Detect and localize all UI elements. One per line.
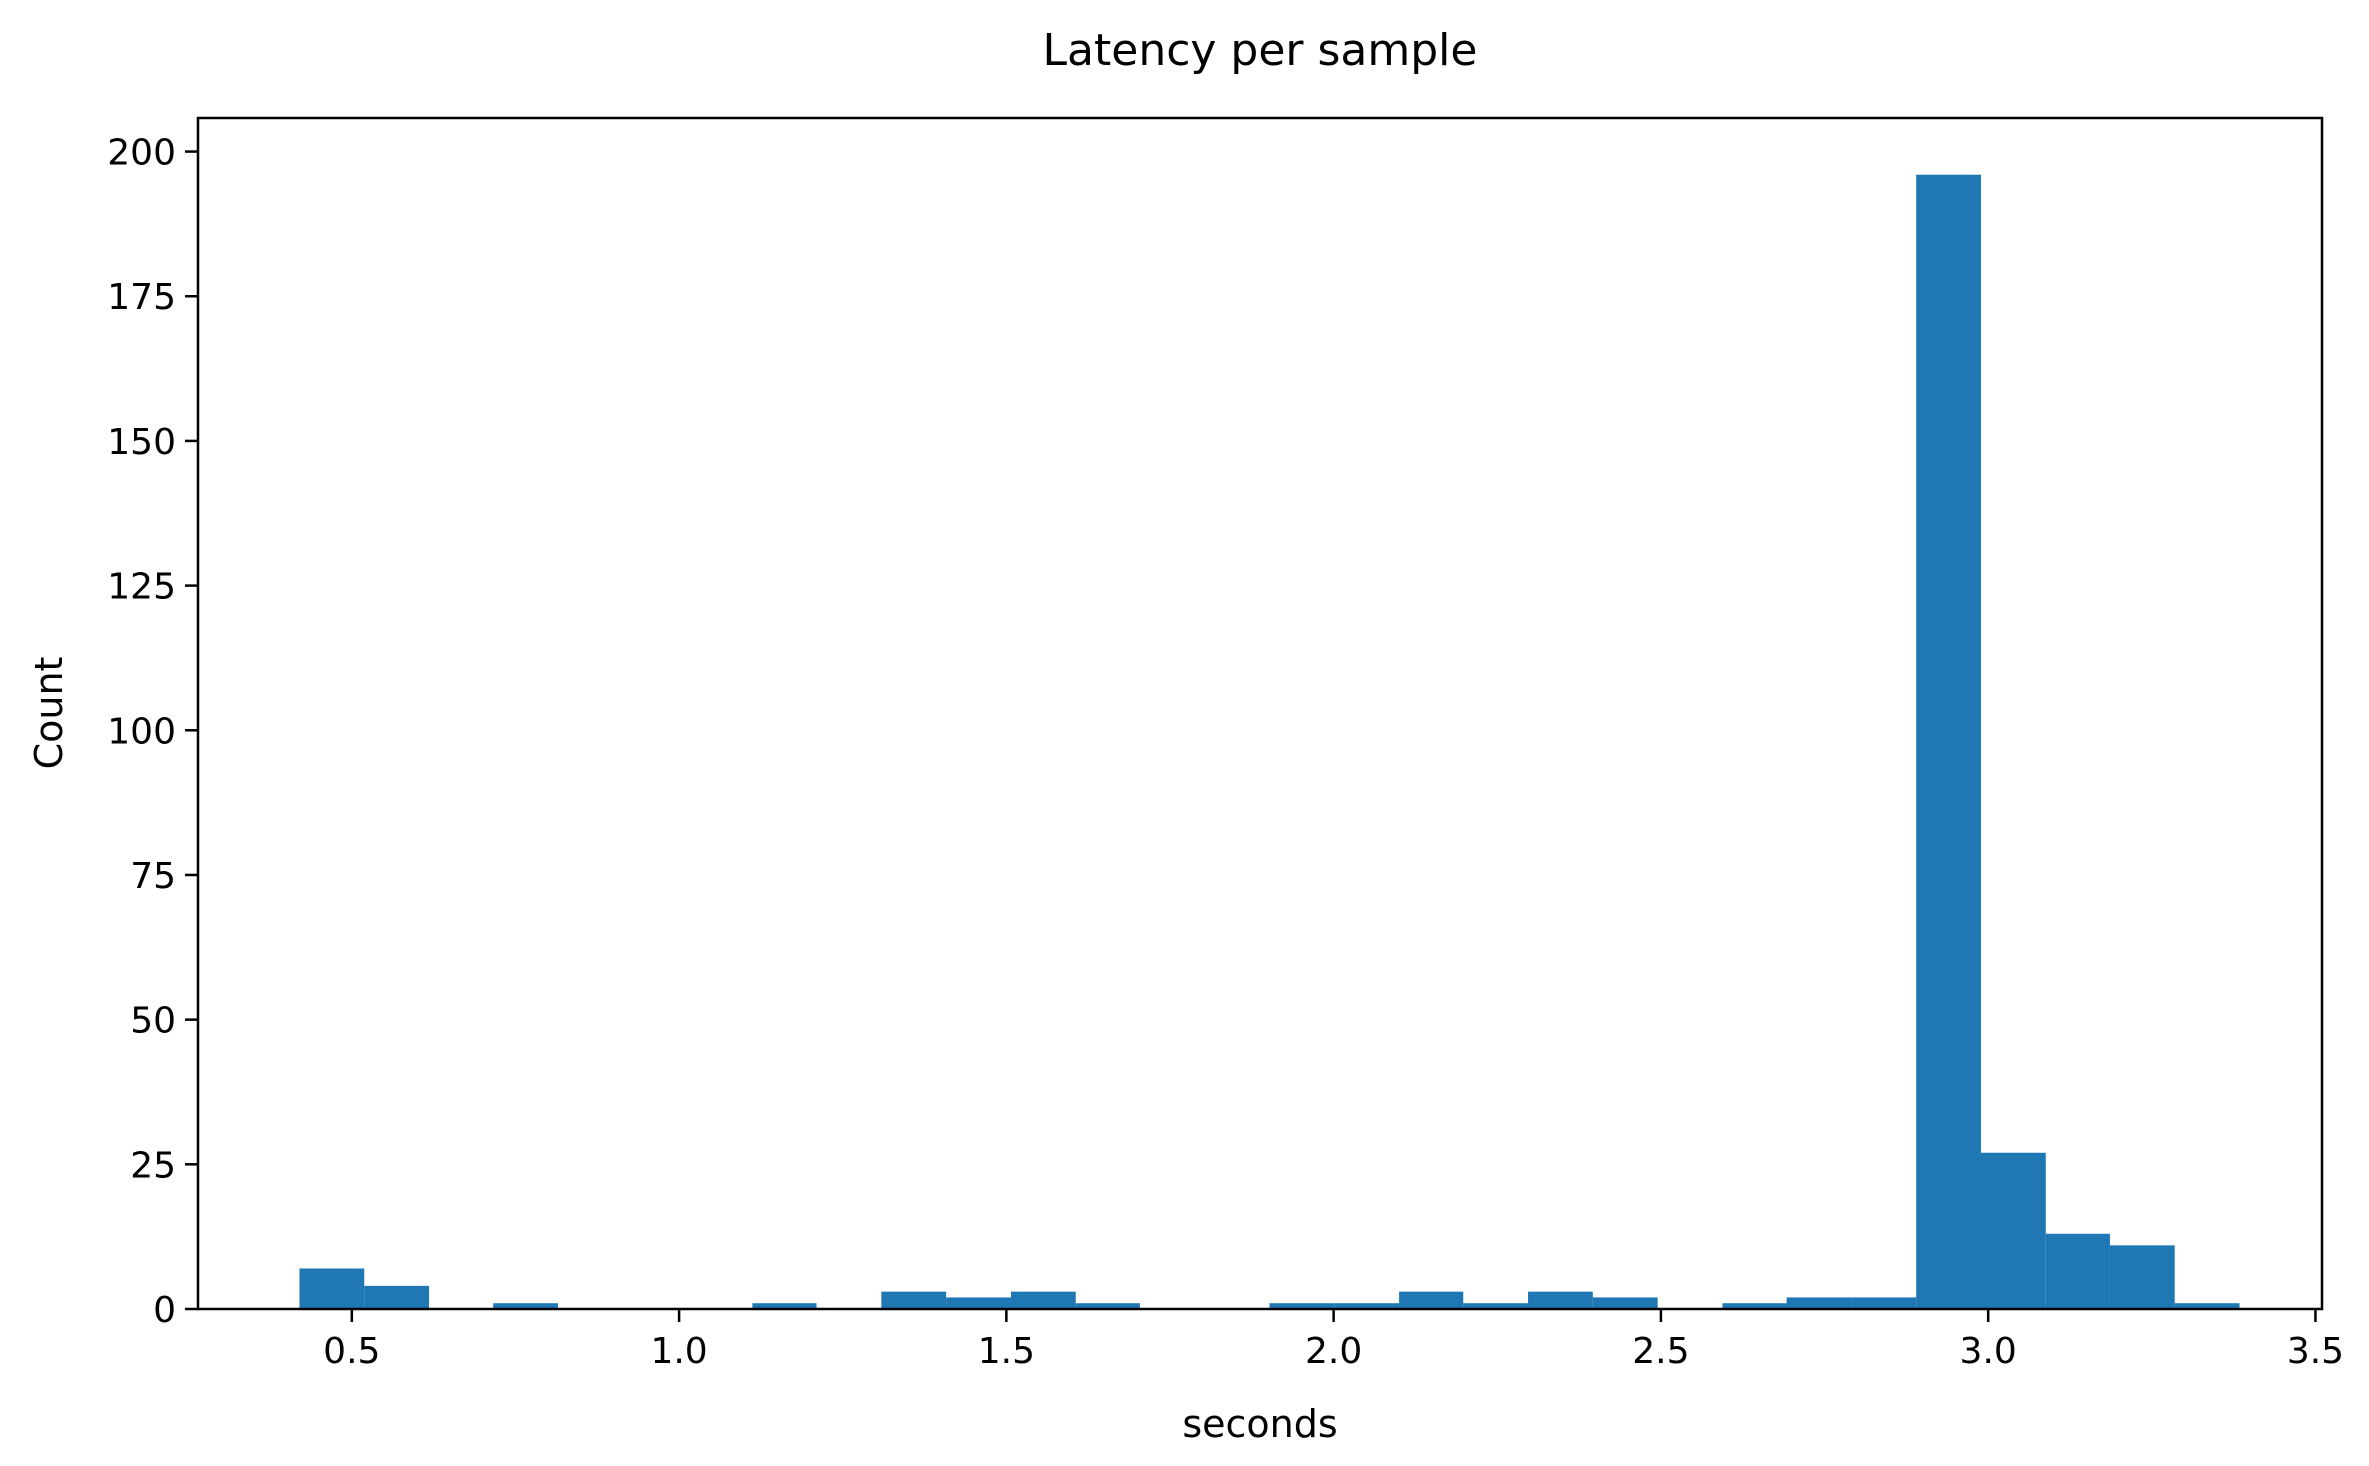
histogram-bar [1916, 174, 1981, 1310]
histogram-bar [1334, 1303, 1400, 1309]
bars-group [299, 174, 2240, 1310]
histogram-bar [1786, 1297, 1852, 1309]
y-tick-label: 150 [107, 422, 176, 463]
y-tick-label: 25 [130, 1145, 176, 1186]
histogram-bar [2174, 1303, 2240, 1309]
plot-frame [196, 116, 2324, 1311]
y-axis-label: Count [27, 657, 71, 770]
histogram-bar [364, 1285, 430, 1309]
y-tick-label: 75 [130, 856, 176, 897]
histogram-bar [1980, 1152, 2046, 1309]
histogram-bar [493, 1303, 558, 1309]
y-tick-label: 125 [107, 567, 176, 608]
histogram-bar [1399, 1291, 1464, 1309]
y-axis-ticks: 0 25 50 75 100 125 150 175 200 [107, 133, 198, 1331]
y-tick-label: 100 [107, 711, 176, 752]
histogram-bar [299, 1268, 365, 1309]
histogram-bar [1722, 1303, 1787, 1309]
x-tick-label: 3.5 [2287, 1331, 2344, 1372]
histogram-bar [1592, 1297, 1658, 1309]
histogram-bar [1528, 1291, 1593, 1309]
histogram-bar [1269, 1303, 1335, 1309]
histogram-bar [752, 1303, 817, 1309]
histogram-bar [946, 1297, 1011, 1309]
x-tick-label: 2.5 [1632, 1331, 1689, 1372]
histogram-bar [2045, 1233, 2110, 1309]
y-tick-label: 175 [107, 277, 176, 318]
x-tick-label: 1.5 [978, 1331, 1035, 1372]
x-tick-label: 0.5 [323, 1331, 380, 1372]
x-tick-label: 2.0 [1305, 1331, 1362, 1372]
y-tick-label: 0 [153, 1290, 176, 1331]
histogram-bar [881, 1291, 947, 1309]
x-tick-label: 3.0 [1960, 1331, 2017, 1372]
x-axis-ticks: 0.5 1.0 1.5 2.0 2.5 3.0 3.5 [323, 1309, 2344, 1372]
histogram-bar [2109, 1245, 2175, 1309]
x-tick-label: 1.0 [650, 1331, 707, 1372]
histogram-bar [1851, 1297, 1917, 1309]
y-tick-label: 50 [130, 1001, 176, 1042]
x-axis-label: seconds [1182, 1402, 1337, 1446]
histogram-bar [1010, 1291, 1076, 1309]
chart-title: Latency per sample [1043, 25, 1478, 76]
y-tick-label: 200 [107, 133, 176, 174]
histogram-bar [1463, 1303, 1529, 1309]
histogram-bar [1075, 1303, 1140, 1309]
